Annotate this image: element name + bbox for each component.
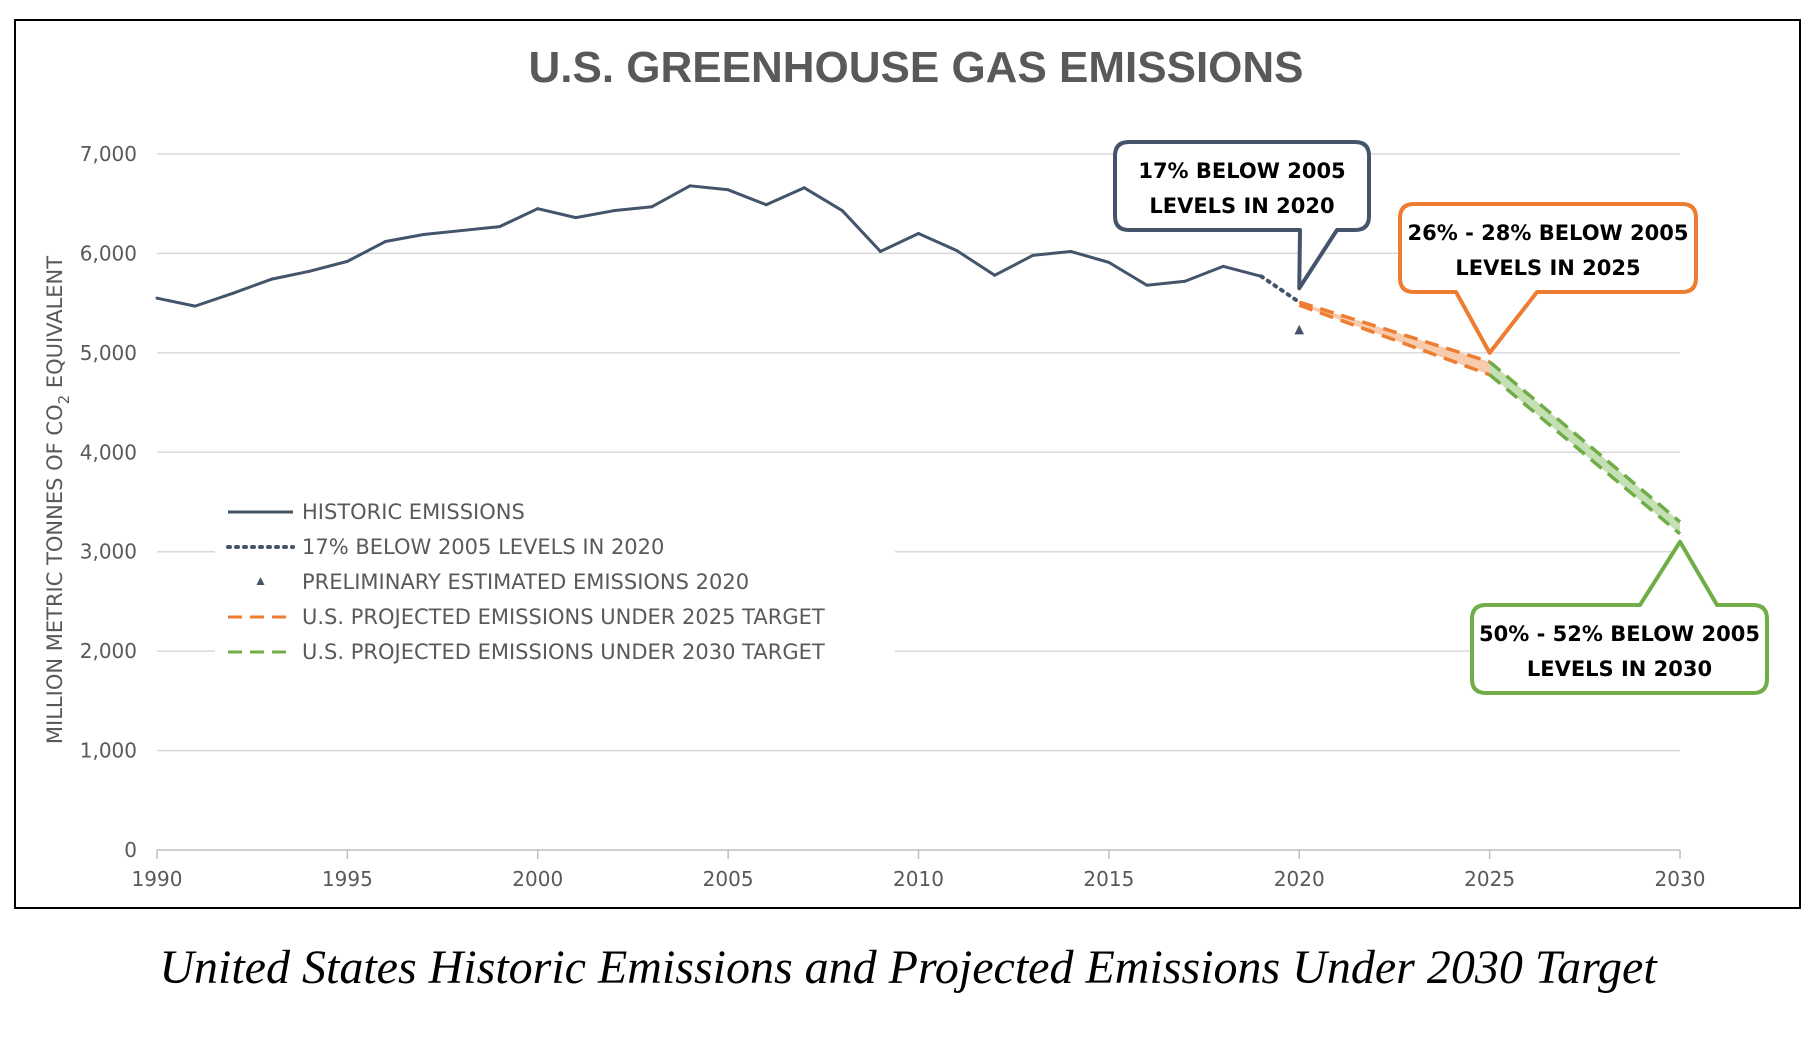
y-tick-label: 0 bbox=[124, 838, 137, 862]
x-tick-label: 2025 bbox=[1464, 867, 1515, 891]
historic-emissions-point bbox=[1183, 279, 1187, 283]
legend-swatch bbox=[256, 577, 265, 585]
annotation-text: LEVELS IN 2030 bbox=[1527, 657, 1712, 681]
historic-emissions-point bbox=[612, 209, 616, 213]
chart-frame bbox=[14, 19, 1801, 909]
annotation-text: 50% - 52% BELOW 2005 bbox=[1479, 622, 1760, 646]
historic-emissions-point bbox=[193, 304, 197, 308]
annotation-text: LEVELS IN 2025 bbox=[1455, 256, 1640, 280]
legend-entry: PRELIMINARY ESTIMATED EMISSIONS 2020 bbox=[302, 570, 749, 594]
projection-upper-line bbox=[1298, 300, 1491, 364]
annotation-text: LEVELS IN 2020 bbox=[1149, 194, 1334, 218]
x-tick-labels: 1990 1995 2000 2005 2010 2015 2020 2025 2030 bbox=[132, 867, 1706, 891]
projection-lower-line bbox=[1488, 373, 1682, 536]
historic-emissions-point bbox=[1221, 264, 1225, 268]
figure-caption: United States Historic Emissions and Pro… bbox=[159, 941, 1657, 994]
x-tick-label: 2030 bbox=[1655, 867, 1706, 891]
historic-emissions-point bbox=[688, 184, 692, 188]
historic-emissions-point bbox=[840, 209, 844, 213]
legend-entry: 17% BELOW 2005 LEVELS IN 2020 bbox=[302, 535, 664, 559]
x-tick-label: 1995 bbox=[322, 867, 373, 891]
y-tick-label: 6,000 bbox=[80, 241, 137, 265]
historic-emissions-line bbox=[156, 184, 1262, 308]
y-tick-label: 4,000 bbox=[80, 440, 137, 464]
x-tick-label: 2000 bbox=[512, 867, 563, 891]
historic-emissions-point bbox=[383, 239, 387, 243]
historic-emissions-point bbox=[345, 259, 349, 263]
y-tick-label: 5,000 bbox=[80, 341, 137, 365]
emissions-chart: U.S. GREENHOUSE GAS EMISSIONS MILLION ME… bbox=[14, 19, 1801, 909]
historic-emissions-point bbox=[498, 225, 502, 229]
legend-entry: U.S. PROJECTED EMISSIONS UNDER 2030 TARG… bbox=[302, 640, 825, 664]
historic-emissions-point bbox=[536, 207, 540, 211]
legend-background bbox=[215, 485, 895, 685]
historic-emissions-point bbox=[155, 296, 159, 300]
x-tick-label: 2005 bbox=[703, 867, 754, 891]
y-axis-label-main: MILLION METRIC TONNES OF CO bbox=[43, 404, 67, 744]
preliminary-2020-marker bbox=[1294, 324, 1305, 335]
legend: HISTORIC EMISSIONS 17% BELOW 2005 LEVELS … bbox=[226, 500, 825, 664]
historic-emissions-point bbox=[1069, 249, 1073, 253]
chart-title: U.S. GREENHOUSE GAS EMISSIONS bbox=[528, 43, 1303, 92]
annotation-callout bbox=[1398, 202, 1698, 355]
historic-emissions-point bbox=[460, 229, 464, 233]
x-tick-label: 1990 bbox=[132, 867, 183, 891]
y-axis-label: MILLION METRIC TONNES OF CO2 EQUIVALENT bbox=[43, 256, 73, 744]
historic-emissions-point bbox=[878, 249, 882, 253]
projection-lower-line bbox=[1298, 303, 1491, 377]
annotation-callout bbox=[1113, 140, 1371, 291]
historic-emissions-point bbox=[231, 291, 235, 295]
y-tick-label: 2,000 bbox=[80, 639, 137, 663]
x-tick-label: 2015 bbox=[1083, 867, 1134, 891]
historic-emissions-point bbox=[1145, 283, 1149, 287]
historic-emissions-point bbox=[764, 203, 768, 207]
annotation-text: 26% - 28% BELOW 2005 bbox=[1408, 221, 1689, 245]
series-layer bbox=[155, 184, 1682, 536]
historic-emissions-point bbox=[726, 188, 730, 192]
historic-emissions-point bbox=[917, 232, 920, 236]
y-axis-label-subscript: 2 bbox=[55, 395, 73, 405]
x-tick-label: 2010 bbox=[893, 867, 944, 891]
legend-entry: U.S. PROJECTED EMISSIONS UNDER 2025 TARG… bbox=[302, 605, 825, 629]
annotation-text: 17% BELOW 2005 bbox=[1138, 159, 1345, 183]
historic-emissions-point bbox=[1031, 253, 1035, 257]
y-tick-labels: 0 1,000 2,000 3,000 4,000 5,000 6,000 7,000 bbox=[80, 142, 137, 862]
y-tick-label: 7,000 bbox=[80, 142, 137, 166]
historic-emissions-point bbox=[307, 269, 311, 273]
legend-entry: HISTORIC EMISSIONS bbox=[302, 500, 525, 524]
y-axis-label-tail: EQUIVALENT bbox=[43, 256, 67, 395]
projection-band bbox=[1489, 361, 1680, 534]
target-2020-line bbox=[1259, 274, 1302, 305]
historic-emissions-point bbox=[993, 273, 997, 277]
projection-upper-line bbox=[1488, 360, 1682, 524]
x-tick-label: 2020 bbox=[1274, 867, 1325, 891]
historic-emissions-point bbox=[650, 205, 654, 209]
y-tick-label: 1,000 bbox=[80, 739, 137, 763]
historic-emissions-point bbox=[422, 233, 426, 237]
historic-emissions-point bbox=[269, 277, 273, 281]
historic-emissions-point bbox=[955, 248, 959, 252]
historic-emissions-point bbox=[1107, 260, 1111, 264]
annotation-callout bbox=[1470, 539, 1769, 695]
annotations: 17% BELOW 2005 LEVELS IN 2020 26% - 28% BE… bbox=[1113, 140, 1769, 695]
y-tick-label: 3,000 bbox=[80, 540, 137, 564]
historic-emissions-point bbox=[802, 186, 806, 190]
historic-emissions-point bbox=[574, 216, 578, 220]
